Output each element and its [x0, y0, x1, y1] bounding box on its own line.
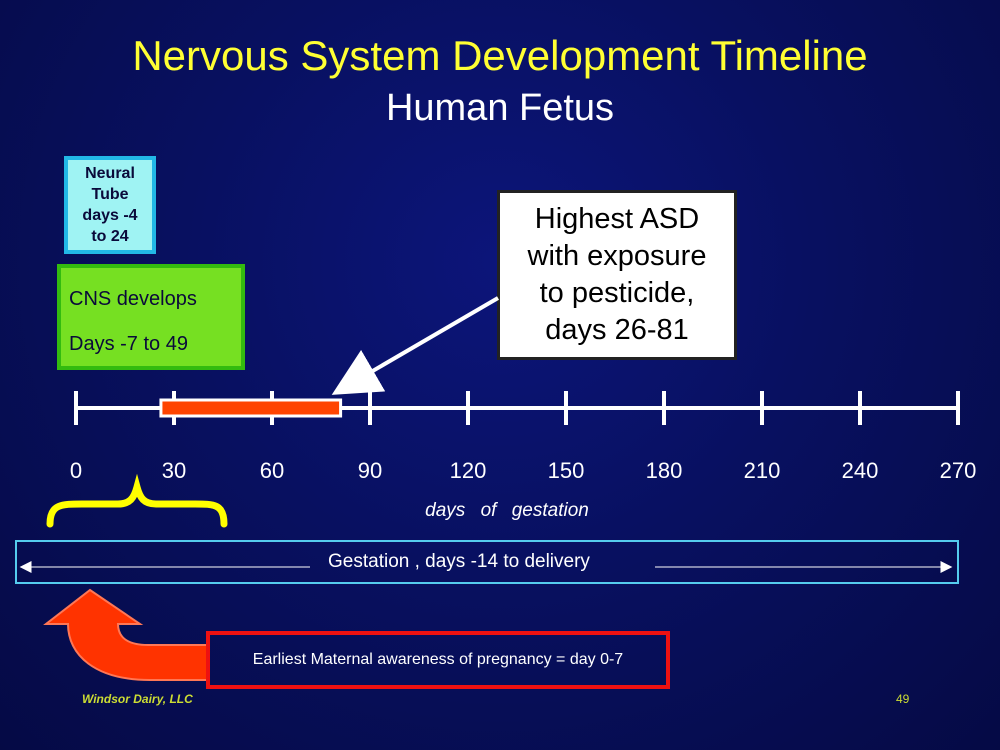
- tick-label: 30: [161, 458, 187, 483]
- tick-label: 90: [357, 458, 383, 483]
- slide-subtitle: Human Fetus: [385, 87, 615, 129]
- curved-arrow-icon: [43, 588, 209, 681]
- slide-title: Nervous System Development Timeline: [132, 32, 868, 79]
- neural-tube-box: Neural Tube days -4 to 24: [64, 156, 156, 254]
- maternal-awareness-label: Earliest Maternal awareness of pregnancy…: [252, 651, 624, 668]
- cns-box: CNS develops Days -7 to 49: [57, 264, 245, 370]
- tick-label: 150: [547, 458, 585, 483]
- asd-line: Highest ASD: [534, 203, 700, 235]
- gestation-box: [15, 540, 959, 584]
- tick-label: 240: [841, 458, 879, 483]
- footer-company: Windsor Dairy, LLC: [82, 692, 193, 706]
- asd-callout-box: Highest ASD with exposure to pesticide, …: [497, 190, 737, 360]
- tick-label: 210: [743, 458, 781, 483]
- neural-tube-line: Tube: [91, 186, 129, 203]
- cns-line: Days -7 to 49: [69, 333, 188, 355]
- tick-label: 60: [259, 458, 285, 483]
- callout-arrow: [331, 296, 500, 395]
- tick-label: 120: [449, 458, 487, 483]
- tick-label: 270: [939, 458, 977, 483]
- asd-line: days 26-81: [545, 314, 689, 346]
- neural-tube-line: days -4: [82, 207, 138, 224]
- cns-line: CNS develops: [69, 288, 197, 310]
- page-number: 49: [896, 692, 910, 706]
- gestation-label: Gestation , days -14 to delivery: [328, 551, 590, 572]
- pesticide-exposure-bar: [159, 398, 343, 418]
- tick-label: 180: [645, 458, 683, 483]
- maternal-awareness-box: Earliest Maternal awareness of pregnancy…: [206, 631, 670, 689]
- axis-label: days of gestation: [425, 500, 589, 521]
- asd-line: with exposure: [527, 240, 707, 272]
- neural-tube-line: Neural: [85, 165, 135, 182]
- neural-tube-line: to 24: [91, 228, 129, 245]
- curly-brace-icon: [46, 473, 228, 528]
- asd-line: to pesticide,: [539, 277, 695, 309]
- tick-label: 0: [69, 458, 83, 483]
